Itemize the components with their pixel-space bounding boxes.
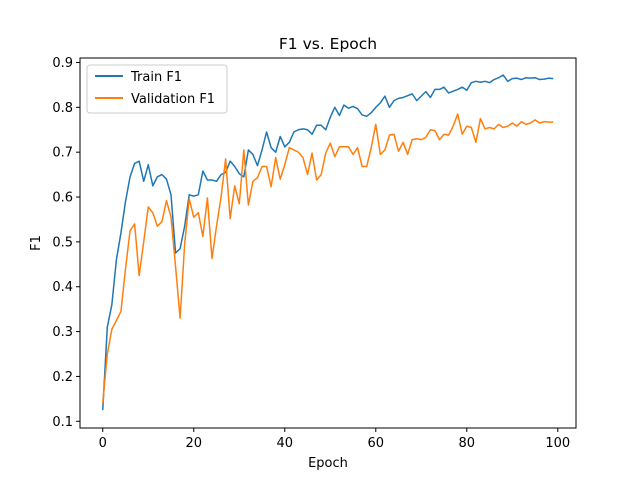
- series-line-train-f1: [102, 74, 554, 411]
- series-layer: [102, 74, 554, 411]
- plot-area: [80, 58, 576, 428]
- x-tick-label: 100: [545, 436, 570, 451]
- y-tick-label: 0.3: [52, 325, 73, 340]
- y-tick-label: 0.7: [52, 146, 73, 161]
- legend-label-validation-f1: Validation F1: [131, 92, 215, 107]
- x-tick-label: 80: [459, 436, 476, 451]
- y-tick-label: 0.9: [52, 56, 73, 71]
- y-tick-label: 0.4: [52, 280, 73, 295]
- legend-label-train-f1: Train F1: [130, 70, 182, 85]
- x-axis-ticks: 0 20 40 60 80 100: [99, 428, 570, 451]
- y-tick-label: 0.8: [52, 101, 73, 116]
- x-tick-label: 0: [99, 436, 107, 451]
- y-tick-label: 0.1: [52, 415, 73, 430]
- y-axis-label: F1: [29, 235, 44, 251]
- x-axis-label: Epoch: [308, 456, 348, 471]
- y-tick-label: 0.6: [52, 191, 73, 206]
- x-tick-label: 40: [276, 436, 293, 451]
- plot-background: [80, 58, 576, 428]
- plot-frame: [79, 57, 577, 429]
- y-tick-label: 0.2: [52, 370, 73, 385]
- x-tick-label: 60: [368, 436, 385, 451]
- x-tick-label: 20: [185, 436, 202, 451]
- y-axis-ticks: 0.1 0.2 0.3 0.4 0.5 0.6 0.7 0.8 0.9: [52, 56, 80, 430]
- legend: Train F1 Validation F1: [86, 64, 228, 114]
- chart-title: F1 vs. Epoch: [279, 35, 377, 53]
- y-tick-label: 0.5: [52, 235, 73, 250]
- series-line-validation-f1: [102, 113, 554, 404]
